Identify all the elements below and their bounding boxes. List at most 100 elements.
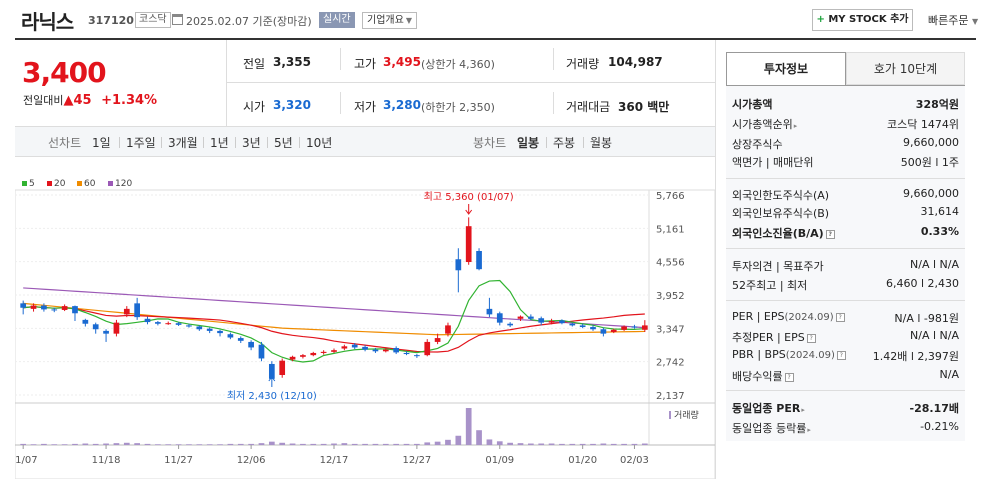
candle — [600, 329, 607, 334]
y-tick-label: 3,952 — [656, 291, 685, 302]
candle — [258, 344, 265, 359]
y-tick-label: 3,347 — [656, 324, 685, 335]
candle — [486, 308, 493, 315]
period-2[interactable]: 3개월 — [168, 136, 198, 150]
divider — [553, 48, 554, 70]
line-chart-label: 선차트 — [48, 136, 82, 150]
candle — [61, 306, 68, 310]
info-value-14: -0.21% — [920, 420, 959, 433]
volume-bar — [351, 443, 358, 445]
legend-swatch — [108, 181, 113, 186]
info-value-0: 328억원 — [915, 98, 959, 111]
volume-bar — [320, 443, 327, 445]
volume-bar — [186, 444, 192, 445]
price-chart[interactable]: 5,766 5,161 4,556 3,952 3,347 2,742 2,137 11/07… — [15, 175, 715, 479]
candle — [641, 325, 648, 330]
divider — [226, 40, 227, 126]
volume-bar — [362, 443, 368, 445]
info-value-9: N/A l -981원 — [894, 312, 959, 325]
candle — [341, 346, 348, 349]
info-label-9: PER | EPS(2024.09)? — [732, 310, 845, 323]
candle — [186, 325, 192, 327]
candle — [165, 323, 172, 325]
volume-bar — [569, 443, 576, 445]
volume-bar — [331, 443, 337, 445]
help-icon[interactable]: ? — [784, 372, 794, 382]
prev-label: 전일 — [243, 57, 266, 71]
candle — [631, 326, 638, 328]
calendar-icon — [172, 14, 183, 25]
volume-bar — [548, 443, 555, 445]
volume-bar — [217, 444, 223, 445]
stock-code: 317120 — [88, 14, 134, 27]
change-label: 전일대비 — [23, 94, 64, 107]
help-icon[interactable]: ? — [825, 229, 835, 239]
volume-bar — [631, 443, 638, 445]
volume-legend-label: 거래량 — [674, 409, 699, 421]
candle — [372, 349, 379, 352]
y-tick-label: 5,161 — [656, 224, 685, 235]
info-label-2: 상장주식수 — [732, 136, 783, 152]
help-icon[interactable]: ? — [806, 333, 816, 343]
volume-bar — [393, 443, 400, 445]
separator — [583, 137, 584, 148]
lower-limit: (하한가 2,350) — [421, 101, 495, 114]
volume-bar — [382, 443, 389, 445]
add-mystock-button[interactable]: + MY STOCK 추가 — [812, 9, 913, 31]
chevron-right-icon[interactable]: ▸ — [807, 426, 811, 434]
help-icon[interactable]: ? — [836, 350, 846, 360]
plus-icon: + — [816, 14, 825, 25]
volume-bar — [341, 443, 348, 445]
candle — [610, 329, 617, 333]
chevron-right-icon[interactable]: ▸ — [801, 406, 805, 414]
period-3[interactable]: 1년 — [210, 136, 229, 150]
quick-order-dropdown[interactable]: 빠른주문 ▼ — [928, 12, 978, 28]
info-value-6: 0.33% — [920, 225, 959, 238]
caret-down-icon: ▼ — [971, 17, 979, 26]
period-6[interactable]: 10년 — [306, 136, 333, 150]
volume-bar — [641, 443, 648, 445]
candle — [424, 341, 431, 356]
info-value-5: 31,614 — [920, 205, 960, 218]
company-overview-dropdown[interactable]: 기업개요 ▼ — [362, 12, 417, 29]
period-4[interactable]: 3년 — [242, 136, 261, 150]
candle — [206, 328, 213, 331]
ma-legend-120: 120 — [108, 179, 132, 189]
help-icon[interactable]: ? — [835, 312, 845, 322]
volume-bar — [610, 443, 617, 445]
candle-period-2[interactable]: 월봉 — [590, 136, 613, 150]
info-value-13: -28.17배 — [909, 402, 959, 415]
volume-bar — [414, 443, 420, 445]
caret-down-icon: ▼ — [405, 16, 412, 25]
info-label-10: 추정PER | EPS? — [732, 329, 816, 345]
volume-bar — [248, 443, 254, 445]
realtime-badge[interactable]: 실시간 — [319, 12, 355, 28]
candle — [155, 322, 161, 324]
high-label: 고가 — [354, 57, 377, 71]
x-tick-label: 11/27 — [164, 455, 193, 466]
legend-label: 20 — [54, 179, 66, 189]
x-tick-label: 12/06 — [237, 455, 266, 466]
volume-bar — [258, 443, 265, 445]
candle-period-1[interactable]: 주봉 — [553, 136, 576, 150]
open-price: 3,320 — [273, 98, 311, 112]
info-label-0: 시가총액 — [732, 96, 772, 112]
period-1[interactable]: 1주일 — [126, 136, 156, 150]
candle — [331, 350, 337, 352]
candle-period-0[interactable]: 일봉 — [517, 136, 540, 150]
candle — [517, 316, 524, 319]
candle — [455, 259, 462, 271]
tab-investment-info[interactable]: 투자정보 — [726, 52, 846, 85]
tab-orderbook[interactable]: 호가 10단계 — [846, 52, 965, 85]
info-label-date: (2024.09) — [785, 350, 835, 361]
volume-bar — [310, 443, 317, 445]
period-0[interactable]: 1일 — [92, 136, 111, 150]
candle — [227, 334, 234, 338]
period-5[interactable]: 5년 — [274, 136, 293, 150]
volume-bar — [227, 443, 234, 445]
chevron-right-icon[interactable]: ▸ — [793, 122, 798, 130]
info-label-6: 외국인소진율(B/A)? — [732, 225, 835, 241]
legend-label: 60 — [84, 179, 96, 189]
candle — [268, 363, 275, 379]
candle — [393, 347, 400, 353]
